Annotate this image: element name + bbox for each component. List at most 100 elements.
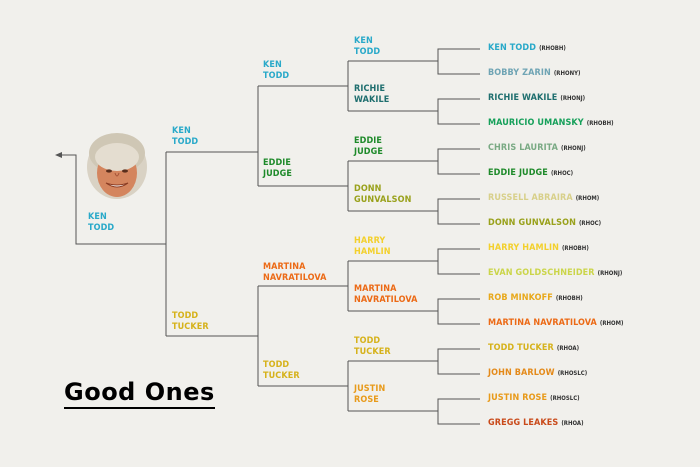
round4-winner-line1: KEN: [172, 126, 191, 136]
round3-winner-line2: NAVRATILOVA: [263, 273, 327, 283]
champion-last-name: TODD: [88, 223, 115, 233]
round2-winner-5: HARRY HAMLIN: [354, 236, 391, 258]
round2-winner-line1: TODD: [354, 336, 381, 346]
round3-winner-line1: KEN: [263, 60, 282, 70]
entrant-2: BOBBY ZARIN (RHONY): [488, 68, 580, 79]
entrant-show-tag: (RHONJ): [560, 95, 586, 102]
round4-winner-2: TODD TUCKER: [172, 311, 209, 333]
round2-winner-7: TODD TUCKER: [354, 336, 391, 358]
entrant-14: JOHN BARLOW (RHOSLC): [488, 368, 587, 379]
entrant-show-tag: (RHOBH): [539, 45, 566, 52]
round3-winner-4: TODD TUCKER: [263, 360, 300, 382]
round3-winner-line1: MARTINA: [263, 262, 306, 272]
round4-winner-1: KEN TODD: [172, 126, 198, 148]
entrant-name: DONN GUNVALSON: [488, 218, 576, 228]
entrant-show-tag: (RHOM): [599, 320, 624, 327]
round4-winner-line2: TODD: [172, 137, 199, 147]
entrant-show-tag: (RHOSLC): [557, 370, 588, 377]
round2-winner-4: DONN GUNVALSON: [354, 184, 411, 206]
entrant-show-tag: (RHONJ): [597, 270, 623, 277]
round2-winner-line1: RICHIE: [354, 84, 386, 94]
entrant-show-tag: (RHONJ): [560, 145, 586, 152]
champion-face-icon: [87, 133, 147, 199]
entrant-show-tag: (RHOA): [556, 345, 580, 352]
round3-winner-3: MARTINA NAVRATILOVA: [263, 262, 327, 284]
entrant-name: TODD TUCKER: [488, 343, 554, 353]
entrant-name: MARTINA NAVRATILOVA: [488, 318, 597, 328]
entrant-show-tag: (RHOBH): [586, 120, 614, 127]
entrant-15: JUSTIN ROSE (RHOSLC): [488, 393, 580, 404]
entrant-show-tag: (RHOM): [575, 195, 600, 202]
entrant-name: RICHIE WAKILE: [488, 93, 558, 103]
page-title: Good Ones: [64, 377, 215, 409]
entrant-8: DONN GUNVALSON (RHOC): [488, 218, 601, 229]
round4-winner-line1: TODD: [172, 311, 199, 321]
entrant-9: HARRY HAMLIN (RHOBH): [488, 243, 589, 254]
round2-winner-line1: MARTINA: [354, 284, 397, 294]
connector-r1-6: [348, 298, 480, 325]
round3-winner-line1: EDDIE: [263, 158, 292, 168]
entrant-name: GREGG LEAKES: [488, 418, 559, 428]
entrant-3: RICHIE WAKILE (RHONJ): [488, 93, 585, 104]
round3-winner-line2: TUCKER: [263, 371, 300, 381]
entrant-name: JUSTIN ROSE: [488, 393, 548, 403]
round3-winner-line2: JUDGE: [263, 169, 292, 179]
entrant-show-tag: (RHOBH): [561, 245, 589, 252]
connector-r2-3: [258, 261, 349, 311]
entrant-name: JOHN BARLOW: [488, 368, 555, 378]
round3-winner-line1: TODD: [263, 360, 290, 370]
entrant-name: MAURICIO UMANSKY: [488, 118, 584, 128]
round2-winner-line1: DONN: [354, 184, 382, 194]
entrant-name: ROB MINKOFF: [488, 293, 553, 303]
round2-winner-line2: WAKILE: [354, 95, 390, 105]
round2-winner-1: KEN TODD: [354, 36, 380, 58]
entrant-show-tag: (RHOBH): [555, 295, 583, 302]
round2-winner-6: MARTINA NAVRATILOVA: [354, 284, 418, 306]
round2-winner-line1: JUSTIN: [354, 384, 386, 394]
round2-winner-line1: HARRY: [354, 236, 386, 246]
round2-winner-8: JUSTIN ROSE: [354, 384, 385, 406]
entrant-16: GREGG LEAKES (RHOA): [488, 418, 584, 429]
entrant-7: RUSSELL ABRAIRA (RHOM): [488, 193, 599, 204]
entrant-10: EVAN GOLDSCHNEIDER (RHONJ): [488, 268, 622, 279]
entrant-5: CHRIS LAURITA (RHONJ): [488, 143, 586, 154]
round2-winner-line1: EDDIE: [354, 136, 383, 146]
connector-r1-5: [348, 248, 480, 275]
connector-r3-1: [166, 86, 259, 186]
entrant-name: HARRY HAMLIN: [488, 243, 559, 253]
round2-winner-3: EDDIE JUDGE: [354, 136, 383, 158]
entrant-13: TODD TUCKER (RHOA): [488, 343, 579, 354]
entrant-name: RUSSELL ABRAIRA: [488, 193, 573, 203]
entrant-name: BOBBY ZARIN: [488, 68, 551, 78]
entrant-show-tag: (RHOC): [550, 170, 574, 177]
connector-r1-7: [348, 348, 480, 375]
round2-winner-line2: TUCKER: [354, 347, 391, 357]
connector-r2-4: [258, 361, 349, 411]
round2-winner-line2: NAVRATILOVA: [354, 295, 418, 305]
entrant-1: KEN TODD (RHOBH): [488, 43, 566, 54]
connector-r1-8: [348, 398, 480, 425]
connector-r1-1: [348, 48, 480, 75]
connector-r2-2: [258, 161, 349, 211]
connector-r2-1: [258, 61, 349, 111]
entrant-show-tag: (RHOA): [561, 420, 584, 427]
connector-r4: [62, 152, 167, 336]
round2-winner-line2: GUNVALSON: [354, 195, 412, 205]
connector-r1-2: [348, 98, 480, 125]
entrant-show-tag: (RHONY): [553, 70, 581, 77]
entrant-name: KEN TODD: [488, 43, 537, 53]
entrant-name: EDDIE JUDGE: [488, 168, 548, 178]
entrant-12: MARTINA NAVRATILOVA (RHOM): [488, 318, 623, 329]
entrant-11: ROB MINKOFF (RHOBH): [488, 293, 583, 304]
round3-winner-line2: TODD: [263, 71, 290, 81]
round3-winner-2: EDDIE JUDGE: [263, 158, 292, 180]
arrow-head: [55, 152, 62, 158]
entrant-show-tag: (RHOSLC): [550, 395, 580, 402]
entrant-show-tag: (RHOC): [578, 220, 602, 227]
connector-r1-4: [348, 198, 480, 225]
round2-winner-line2: ROSE: [354, 395, 379, 405]
round2-winner-line2: HAMLIN: [354, 247, 391, 257]
entrant-4: MAURICIO UMANSKY (RHOBH): [488, 118, 614, 129]
champion-label: KEN TODD: [88, 212, 114, 234]
